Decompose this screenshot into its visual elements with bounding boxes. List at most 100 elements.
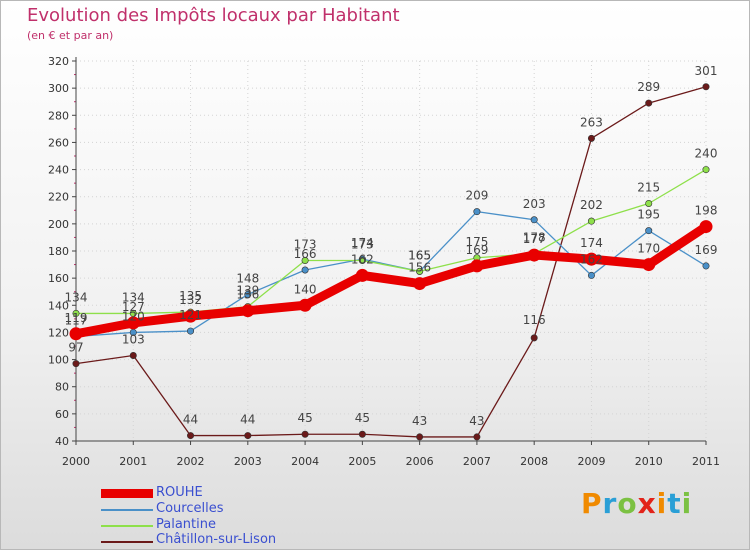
y-tick-label: 60	[55, 408, 69, 421]
data-label: 45	[355, 411, 370, 425]
data-point	[527, 248, 541, 262]
data-label: 139	[236, 284, 259, 298]
data-label: 43	[469, 414, 484, 428]
data-label: 301	[695, 64, 718, 78]
data-point	[72, 309, 80, 317]
x-tick-label: 2005	[348, 455, 376, 468]
data-label: 135	[179, 289, 202, 303]
data-label: 203	[523, 197, 546, 211]
data-point	[416, 433, 424, 441]
data-point	[584, 252, 598, 266]
data-label: 240	[695, 147, 718, 161]
data-label: 134	[65, 290, 88, 304]
logo-letter: o	[617, 487, 638, 520]
x-tick-label: 2009	[577, 455, 605, 468]
y-tick-label: 180	[48, 245, 69, 258]
data-label: 140	[294, 282, 317, 296]
y-tick-label: 80	[55, 381, 69, 394]
data-label: 202	[580, 198, 603, 212]
data-label: 198	[695, 204, 718, 218]
data-label: 45	[297, 411, 312, 425]
data-label: 177	[523, 232, 546, 246]
data-point	[702, 166, 710, 174]
x-tick-label: 2008	[520, 455, 548, 468]
data-label: 174	[351, 236, 374, 250]
data-point	[642, 258, 656, 272]
data-label: 175	[465, 235, 488, 249]
data-label: 178	[523, 231, 546, 245]
data-point	[187, 432, 195, 440]
legend-label-courcelles: Courcelles	[156, 501, 224, 516]
y-tick-label: 140	[48, 299, 69, 312]
data-point	[413, 277, 427, 291]
y-tick-label: 100	[48, 354, 69, 367]
x-tick-label: 2011	[692, 455, 720, 468]
data-point	[416, 267, 424, 275]
data-point	[241, 304, 255, 318]
y-tick-label: 220	[48, 191, 69, 204]
data-point	[702, 262, 710, 270]
data-label: 121	[179, 308, 202, 322]
data-label: 97	[68, 341, 83, 355]
logo-letter: r	[602, 487, 618, 520]
data-point	[72, 360, 80, 368]
axes: 40 60 80 100 120 140 160 180 200 220 240 260 280 300 3…	[48, 55, 720, 468]
data-point	[355, 268, 369, 282]
data-label: 120	[122, 309, 145, 323]
data-point	[301, 256, 309, 264]
data-point	[645, 200, 653, 208]
data-label: 170	[637, 242, 660, 256]
legend-swatch-rouhe	[101, 489, 153, 498]
x-tick-label: 2003	[234, 455, 262, 468]
y-tick-label: 300	[48, 82, 69, 95]
data-point	[358, 256, 366, 264]
data-point	[530, 216, 538, 224]
data-point	[587, 271, 595, 279]
x-tick-label: 2004	[291, 455, 319, 468]
x-tick-label: 2010	[635, 455, 663, 468]
legend-swatch-chatillon	[101, 541, 153, 543]
data-label: 162	[351, 252, 374, 266]
x-tick-label: 2000	[62, 455, 90, 468]
series-line-0	[71, 222, 711, 339]
x-tick-label: 2001	[119, 455, 147, 468]
y-tick-label: 260	[48, 136, 69, 149]
chart-title: Evolution des Impôts locaux par Habitant	[27, 5, 400, 26]
data-label: 156	[408, 261, 431, 275]
series-line-3	[75, 86, 707, 438]
x-tick-label: 2007	[463, 455, 491, 468]
data-label: 169	[695, 243, 718, 257]
data-point	[126, 316, 140, 330]
legend-label-rouhe: ROUHE	[156, 485, 203, 500]
x-tick-label: 2006	[406, 455, 434, 468]
data-point	[69, 327, 83, 341]
data-point	[184, 309, 198, 323]
data-point	[645, 227, 653, 235]
data-point	[244, 432, 252, 440]
logo-letter: t	[667, 487, 682, 520]
data-label: 289	[637, 80, 660, 94]
logo-letter: i	[681, 487, 693, 520]
data-label: 117	[65, 314, 88, 328]
data-point	[702, 83, 710, 91]
data-point	[530, 334, 538, 342]
legend-swatch-palantine	[101, 525, 153, 527]
data-label: 209	[465, 189, 488, 203]
data-label: 136	[236, 288, 259, 302]
x-tick-label: 2002	[177, 455, 205, 468]
data-label: 165	[408, 248, 431, 262]
data-point	[301, 266, 309, 274]
data-label: 127	[122, 300, 145, 314]
data-label: 173	[351, 238, 374, 252]
data-label: 116	[523, 313, 546, 327]
data-label: 195	[637, 208, 660, 222]
y-tick-label: 240	[48, 164, 69, 177]
y-tick-label: 280	[48, 109, 69, 122]
data-label: 43	[412, 414, 427, 428]
data-label: 173	[294, 238, 317, 252]
data-point	[473, 433, 481, 441]
chart-subtitle: (en € et par an)	[27, 29, 114, 42]
data-label: 119	[65, 311, 88, 325]
data-label: 134	[122, 290, 145, 304]
